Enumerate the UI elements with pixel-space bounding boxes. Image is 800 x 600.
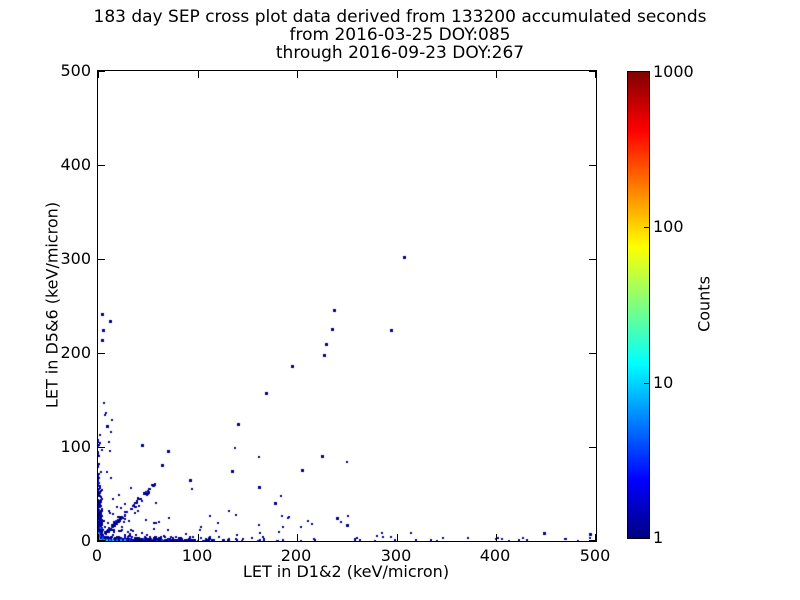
title-line-2: from 2016-03-25 DOY:085 <box>289 25 511 45</box>
y-tick-mark <box>98 165 105 166</box>
y-tick-mark <box>98 447 105 448</box>
y-tick-mark-right <box>589 71 596 72</box>
colorbar-axis-label: Counts <box>694 276 714 332</box>
x-tick-mark-top <box>496 71 497 78</box>
colorbar-tick-mark <box>644 383 649 384</box>
x-tick-mark <box>198 534 199 541</box>
x-tick-mark-top <box>297 71 298 78</box>
plot-area <box>97 70 597 542</box>
x-tick-label: 0 <box>91 546 103 565</box>
x-tick-mark <box>397 534 398 541</box>
x-tick-mark-top <box>595 71 596 78</box>
x-tick-mark-top <box>198 71 199 78</box>
y-tick-label: 0 <box>80 531 91 550</box>
x-tick-mark-top <box>397 71 398 78</box>
y-tick-mark-right <box>589 540 596 541</box>
y-tick-mark-right <box>589 259 596 260</box>
y-tick-label: 300 <box>60 249 91 268</box>
x-tick-label: 400 <box>479 546 511 565</box>
colorbar-tick-label: 10 <box>653 373 674 392</box>
x-tick-label: 300 <box>380 546 412 565</box>
y-tick-label: 100 <box>60 437 91 456</box>
colorbar-tick-label: 1000 <box>653 62 694 81</box>
x-tick-label: 100 <box>181 546 213 565</box>
y-tick-mark <box>98 71 105 72</box>
title-line-1: 183 day SEP cross plot data derived from… <box>93 7 707 27</box>
y-tick-mark-right <box>589 165 596 166</box>
x-axis-label: LET in D1&2 (keV/micron) <box>242 562 450 581</box>
x-tick-mark <box>98 534 99 541</box>
y-axis-label: LET in D5&6 (keV/micron) <box>42 201 62 409</box>
y-tick-mark-right <box>589 447 596 448</box>
y-tick-label: 400 <box>60 155 91 174</box>
x-tick-label: 500 <box>579 546 611 565</box>
scatter-points-canvas <box>98 71 596 541</box>
y-tick-mark <box>98 259 105 260</box>
colorbar-gradient <box>628 72 649 538</box>
x-tick-mark <box>297 534 298 541</box>
y-tick-mark <box>98 353 105 354</box>
colorbar <box>627 71 650 539</box>
y-tick-label: 200 <box>60 343 91 362</box>
colorbar-tick-label: 100 <box>653 217 684 236</box>
chart-title: 183 day SEP cross plot data derived from… <box>0 8 800 62</box>
y-tick-mark-right <box>589 353 596 354</box>
x-tick-label: 200 <box>280 546 312 565</box>
x-tick-mark <box>496 534 497 541</box>
x-tick-mark-top <box>98 71 99 78</box>
title-line-3: through 2016-09-23 DOY:267 <box>275 43 525 63</box>
y-tick-label: 500 <box>60 61 91 80</box>
x-tick-mark <box>595 534 596 541</box>
colorbar-tick-label: 1 <box>653 528 664 547</box>
colorbar-tick-mark <box>644 227 649 228</box>
y-tick-mark <box>98 540 105 541</box>
